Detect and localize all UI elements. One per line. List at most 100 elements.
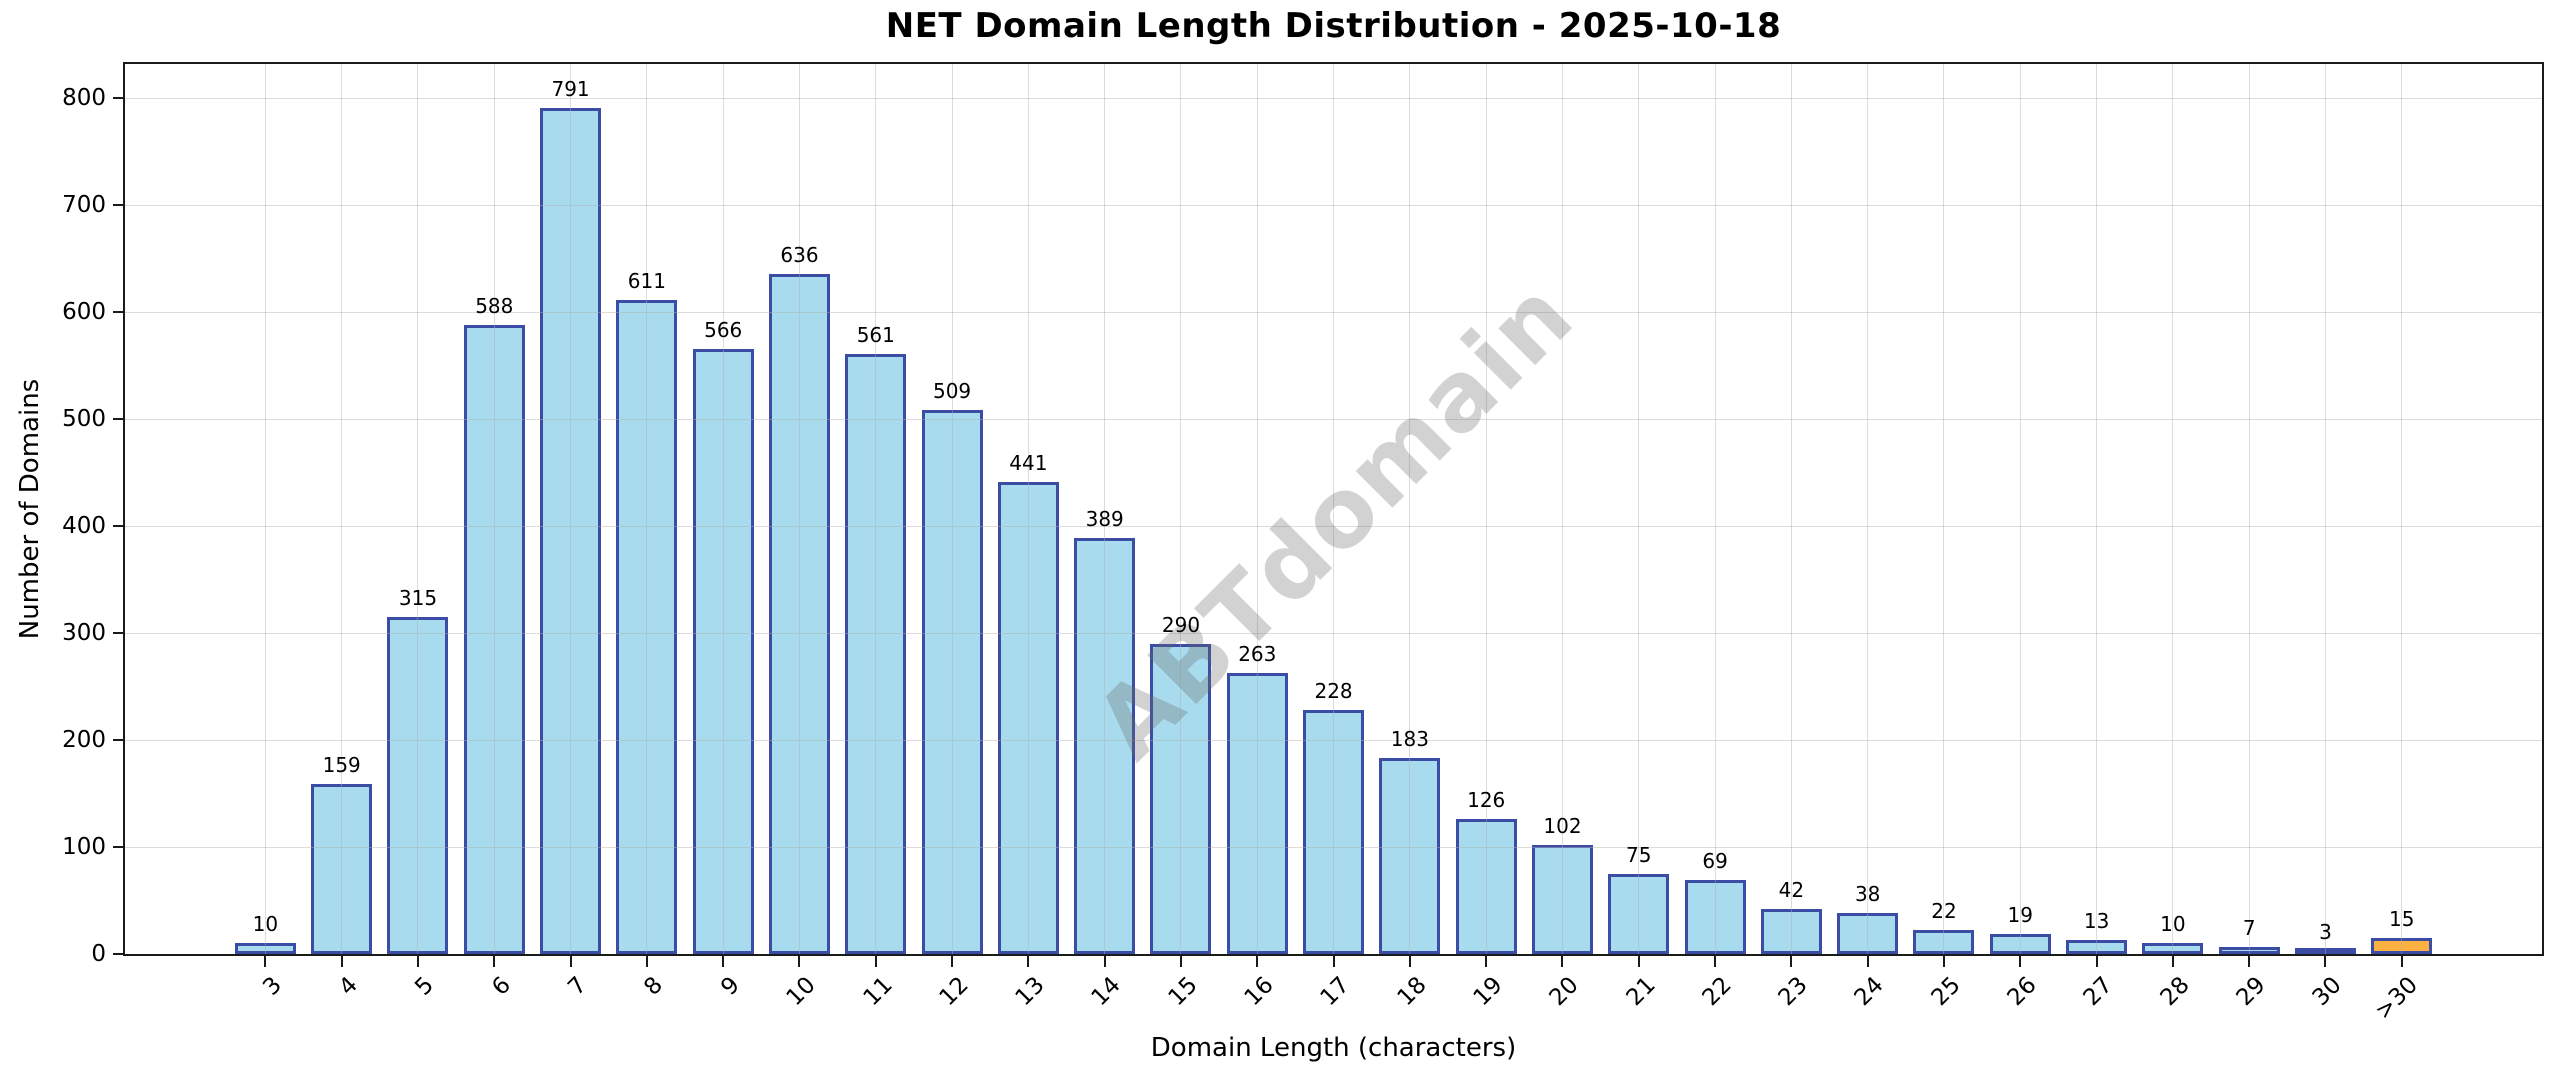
- x-tick-mark: [569, 956, 572, 967]
- bar-value-label: 15: [2389, 906, 2415, 931]
- bar: [1379, 758, 1441, 954]
- bar-value-label: 263: [1238, 641, 1277, 666]
- bar: [387, 617, 449, 954]
- bar: [1074, 537, 1136, 954]
- bar-value-label: 75: [1626, 842, 1652, 867]
- h-gridline: [125, 419, 2542, 421]
- x-tick-mark: [645, 956, 648, 967]
- y-tick-mark: [113, 418, 124, 421]
- bar: [845, 353, 907, 954]
- x-tick-mark: [2248, 956, 2251, 967]
- bar: [1455, 819, 1517, 954]
- bar-value-label: 791: [551, 76, 590, 101]
- v-gridline: [722, 64, 724, 954]
- x-tick-mark: [1408, 956, 1411, 967]
- bar: [234, 943, 296, 954]
- bar-value-label: 7: [2242, 915, 2256, 940]
- bar-value-label: 611: [627, 269, 666, 294]
- y-tick-mark: [113, 204, 124, 207]
- bar: [1684, 880, 1746, 954]
- v-gridline: [1485, 64, 1487, 954]
- x-tick-label: 4: [334, 972, 364, 1001]
- x-tick-mark: [2095, 956, 2098, 967]
- bar: [768, 273, 830, 954]
- x-tick-mark: [493, 956, 496, 967]
- bar-value-label: 126: [1467, 788, 1506, 813]
- x-tick-label: 10: [781, 972, 821, 1012]
- v-gridline: [1790, 64, 1792, 954]
- y-tick-mark: [113, 846, 124, 849]
- x-tick-label: 15: [1163, 972, 1203, 1012]
- y-tick-label: 800: [62, 85, 106, 112]
- v-gridline: [2019, 64, 2021, 954]
- bar: [1837, 913, 1899, 954]
- y-tick-label: 700: [62, 192, 106, 219]
- y-tick-label: 0: [91, 941, 106, 967]
- x-tick-label: 20: [1544, 972, 1584, 1012]
- x-tick-label: 12: [934, 972, 974, 1012]
- x-tick-label: 29: [2231, 972, 2271, 1012]
- bar: [921, 409, 983, 954]
- v-gridline: [798, 64, 800, 954]
- x-tick-mark: [340, 956, 343, 967]
- v-gridline: [1638, 64, 1640, 954]
- bar-value-label: 441: [1009, 451, 1048, 476]
- v-gridline: [2096, 64, 2098, 954]
- h-gridline: [125, 312, 2542, 314]
- bar: [2371, 937, 2433, 954]
- x-tick-mark: [1561, 956, 1564, 967]
- x-tick-label: 16: [1239, 972, 1279, 1012]
- v-gridline: [264, 64, 266, 954]
- x-tick-mark: [1332, 956, 1335, 967]
- bar-value-label: 509: [932, 378, 972, 403]
- x-tick-mark: [2400, 956, 2403, 967]
- x-tick-mark: [951, 956, 954, 967]
- v-gridline: [646, 64, 648, 954]
- v-gridline: [2324, 64, 2326, 954]
- x-tick-label: 30: [2307, 972, 2347, 1012]
- y-tick-mark: [113, 311, 124, 314]
- x-tick-label: 25: [1926, 972, 1966, 1012]
- x-tick-label: >30: [2370, 972, 2424, 1025]
- x-tick-mark: [1179, 956, 1182, 967]
- bar: [463, 325, 525, 954]
- x-tick-label: 26: [2002, 972, 2042, 1012]
- x-tick-label: 24: [1849, 972, 1890, 1012]
- x-tick-label: 19: [1468, 972, 1508, 1012]
- bar-value-label: 290: [1161, 612, 1201, 637]
- x-tick-label: 3: [258, 972, 287, 1001]
- chart-title: NET Domain Length Distribution - 2025-10…: [885, 6, 1782, 46]
- x-tick-mark: [874, 956, 877, 967]
- x-tick-mark: [1790, 956, 1793, 967]
- v-gridline: [1256, 64, 1258, 954]
- x-tick-mark: [722, 956, 725, 967]
- x-tick-mark: [798, 956, 801, 967]
- y-tick-mark: [113, 525, 124, 528]
- bar-value-label: 69: [1702, 849, 1728, 874]
- bar-value-label: 102: [1543, 813, 1582, 838]
- x-tick-mark: [1866, 956, 1869, 967]
- v-gridline: [2172, 64, 2174, 954]
- y-tick-mark: [113, 97, 124, 100]
- x-tick-label: 23: [1773, 972, 1813, 1012]
- bar-value-label: 159: [322, 752, 361, 777]
- x-tick-mark: [2171, 956, 2174, 967]
- bar: [616, 300, 678, 954]
- x-tick-mark: [2019, 956, 2022, 967]
- x-tick-label: 5: [410, 972, 440, 1001]
- v-gridline: [1943, 64, 1945, 954]
- bar-value-label: 42: [1778, 878, 1805, 903]
- x-tick-label: 6: [486, 972, 516, 1001]
- bar-value-label: 10: [2160, 912, 2186, 937]
- v-gridline: [1333, 64, 1335, 954]
- bar: [997, 482, 1059, 954]
- h-gridline: [125, 98, 2542, 100]
- v-gridline: [2401, 64, 2403, 954]
- bar-value-label: 315: [398, 586, 438, 611]
- v-gridline: [2248, 64, 2250, 954]
- bar: [2218, 946, 2280, 954]
- bar-value-label: 228: [1314, 679, 1353, 704]
- v-gridline: [1027, 64, 1029, 954]
- bar-value-label: 22: [1931, 899, 1957, 924]
